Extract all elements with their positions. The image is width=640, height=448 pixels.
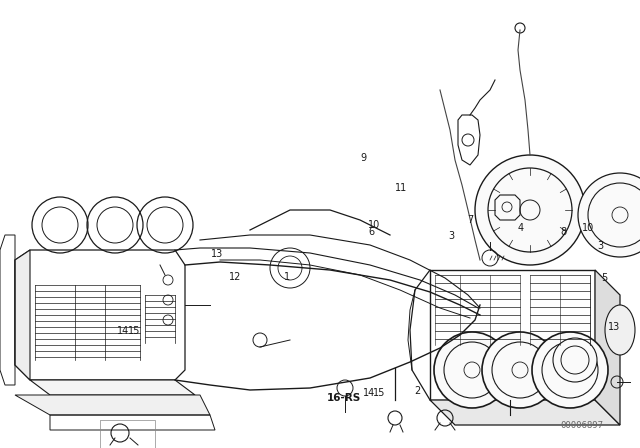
Text: 3: 3	[448, 231, 454, 241]
Polygon shape	[30, 380, 195, 395]
Text: 6: 6	[368, 227, 374, 237]
Polygon shape	[595, 270, 620, 425]
Ellipse shape	[605, 305, 635, 355]
Text: 7: 7	[467, 215, 474, 225]
Text: 8: 8	[560, 227, 566, 237]
Text: 9: 9	[360, 153, 367, 163]
Circle shape	[578, 173, 640, 257]
Circle shape	[434, 332, 510, 408]
Text: 1: 1	[284, 272, 290, 282]
Circle shape	[475, 155, 585, 265]
Text: 16-RS: 16-RS	[326, 393, 361, 403]
Text: 14: 14	[117, 326, 129, 336]
Circle shape	[532, 332, 608, 408]
Text: 15: 15	[128, 326, 140, 336]
Text: 5: 5	[602, 273, 608, 283]
Polygon shape	[15, 250, 30, 380]
Polygon shape	[15, 395, 210, 415]
Text: 3: 3	[597, 241, 604, 250]
Text: 2: 2	[415, 386, 421, 396]
Text: 10: 10	[582, 223, 595, 233]
Circle shape	[553, 338, 597, 382]
Text: 4: 4	[517, 223, 524, 233]
Polygon shape	[430, 400, 620, 425]
Text: 12: 12	[229, 272, 241, 282]
Text: 13: 13	[211, 250, 223, 259]
Text: 13: 13	[608, 322, 620, 332]
Text: 11: 11	[395, 183, 407, 193]
Text: 14: 14	[363, 388, 375, 398]
Text: 10: 10	[368, 220, 380, 230]
Circle shape	[482, 332, 558, 408]
Text: 15: 15	[372, 388, 385, 398]
Text: 00006897: 00006897	[560, 421, 603, 430]
